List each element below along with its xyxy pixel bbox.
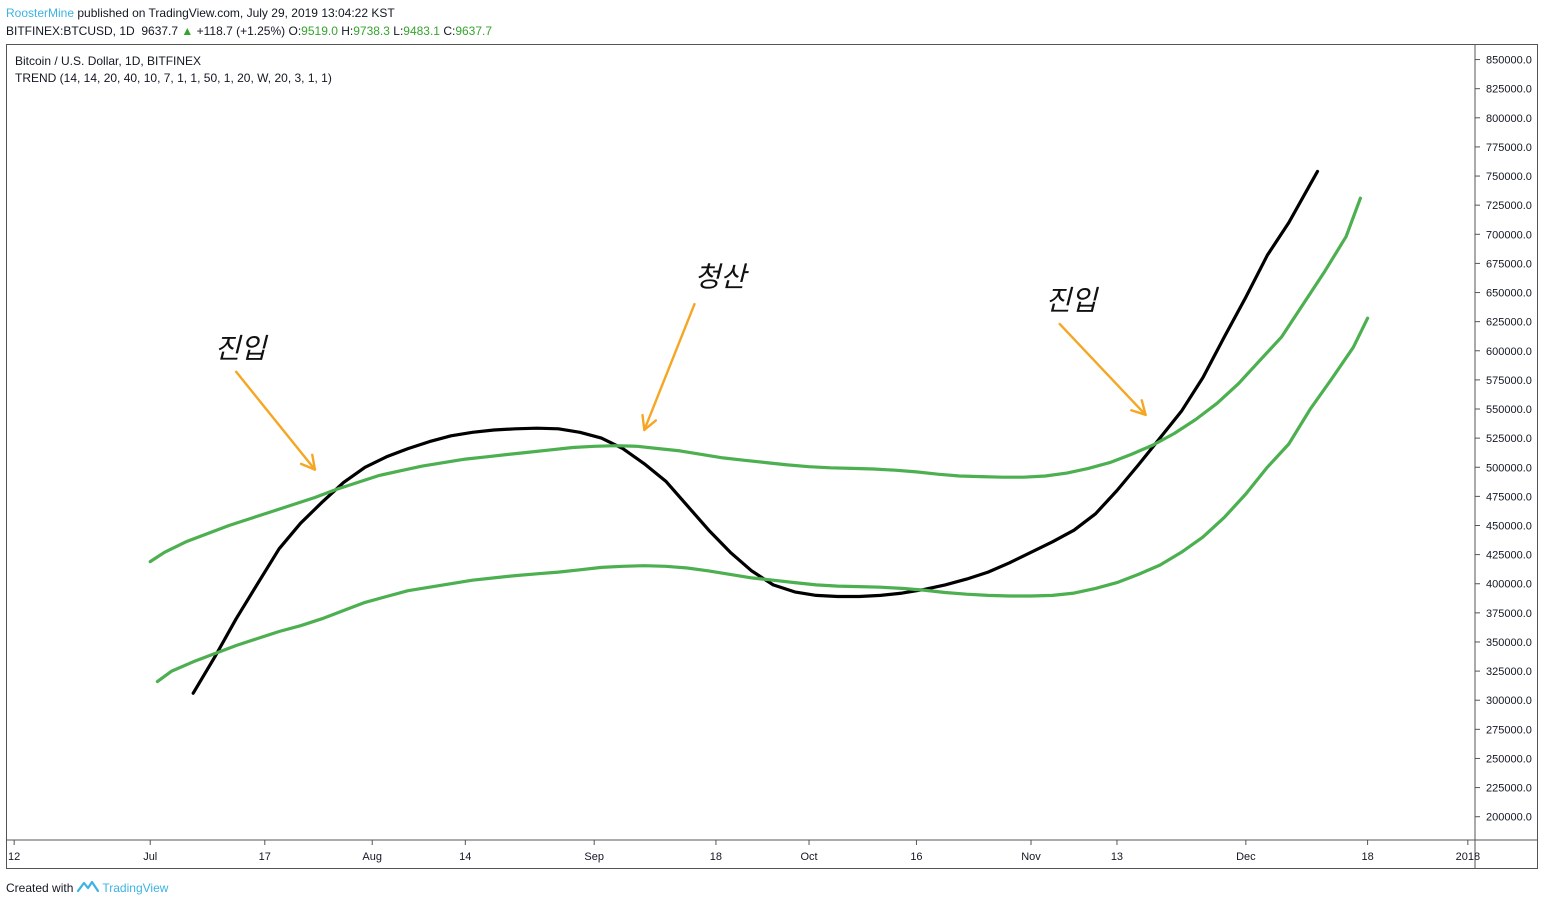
chart-frame	[6, 44, 1538, 869]
low-value: 9483.1	[403, 24, 440, 38]
x-tick-label: 16	[910, 851, 922, 863]
annotation-arrow	[234, 370, 317, 471]
y-tick-label: 275000.0	[1486, 724, 1532, 736]
y-tick-label: 825000.0	[1486, 84, 1532, 96]
x-tick-label: 18	[710, 851, 722, 863]
symbol-label: BITFINEX:BTCUSD, 1D	[6, 24, 135, 38]
x-tick-label: Oct	[800, 851, 817, 863]
x-tick-label: 14	[459, 851, 471, 863]
annotation-label: 청산	[694, 261, 749, 294]
x-tick-label: 13	[1111, 851, 1123, 863]
x-tick-label: Dec	[1236, 851, 1256, 863]
y-tick-label: 850000.0	[1486, 55, 1532, 67]
x-tick-label: Nov	[1021, 851, 1041, 863]
annotation-arrow	[643, 302, 696, 432]
annotation-label: 진입	[1045, 284, 1099, 317]
y-tick-label: 625000.0	[1486, 317, 1532, 329]
published-info: published on TradingView.com, July 29, 2…	[77, 6, 395, 20]
y-tick-label: 600000.0	[1486, 346, 1532, 358]
y-tick-label: 550000.0	[1486, 404, 1532, 416]
x-tick-label: 2018	[1456, 851, 1480, 863]
x-tick-label: 17	[259, 851, 271, 863]
y-tick-label: 325000.0	[1486, 666, 1532, 678]
open-label: O:	[288, 24, 302, 38]
up-arrow-icon: ▲	[181, 24, 194, 38]
y-tick-label: 675000.0	[1486, 258, 1532, 270]
y-tick-label: 300000.0	[1486, 695, 1532, 707]
y-tick-label: 500000.0	[1486, 462, 1532, 474]
tradingview-logo-icon	[77, 879, 100, 896]
y-tick-label: 250000.0	[1486, 753, 1532, 765]
indicator-label[interactable]: TREND (14, 14, 20, 40, 10, 7, 1, 1, 50, …	[15, 71, 332, 85]
publish-line: RoosterMine published on TradingView.com…	[6, 5, 492, 22]
y-tick-label: 700000.0	[1486, 229, 1532, 241]
y-tick-label: 425000.0	[1486, 550, 1532, 562]
y-tick-label: 350000.0	[1486, 637, 1532, 649]
y-tick-label: 575000.0	[1486, 375, 1532, 387]
tradingview-brand-link[interactable]: TradingView	[102, 880, 169, 895]
last-price: 9637.7	[141, 24, 179, 38]
x-tick-label: Aug	[362, 851, 382, 863]
x-tick-label: Jul	[143, 851, 157, 863]
high-label: H:	[341, 24, 354, 38]
y-tick-label: 775000.0	[1486, 142, 1532, 154]
price-change: +118.7 (+1.25%)	[196, 24, 286, 38]
y-tick-label: 750000.0	[1486, 171, 1532, 183]
annotation-arrow	[1058, 322, 1147, 417]
footer: Created with TradingView	[6, 879, 168, 896]
y-tick-label: 650000.0	[1486, 288, 1532, 300]
x-tick-label: 18	[1361, 851, 1373, 863]
y-tick-label: 200000.0	[1486, 812, 1532, 824]
annotation-arrowhead	[1130, 399, 1147, 417]
y-tick-label: 400000.0	[1486, 579, 1532, 591]
x-tick-label: Sep	[584, 851, 604, 863]
y-tick-label: 450000.0	[1486, 520, 1532, 532]
author-link[interactable]: RoosterMine	[6, 6, 75, 20]
close-label: C:	[443, 24, 456, 38]
price-series-line	[191, 169, 1320, 695]
y-tick-label: 375000.0	[1486, 608, 1532, 620]
high-value: 9738.3	[353, 24, 390, 38]
symbol-title: Bitcoin / U.S. Dollar, 1D, BITFINEX	[15, 54, 202, 68]
low-label: L:	[393, 24, 404, 38]
ohlc-line: BITFINEX:BTCUSD, 1D 9637.7 ▲ +118.7 (+1.…	[6, 23, 492, 40]
annotation-arrowhead	[299, 453, 317, 471]
x-tick-label: 12	[8, 851, 20, 863]
created-with-label: Created with	[6, 880, 74, 895]
trend-band-line	[155, 316, 1370, 684]
y-tick-label: 225000.0	[1486, 783, 1532, 795]
annotation-arrowhead	[641, 413, 658, 432]
axes-layer: 850000.0 825000.0 800000.0 775000.0 750000.0…	[7, 45, 1537, 868]
y-tick-label: 475000.0	[1486, 491, 1532, 503]
close-value: 9637.7	[455, 24, 493, 38]
chart-legend: Bitcoin / U.S. Dollar, 1D, BITFINEX TREN…	[15, 53, 332, 87]
open-value: 9519.0	[301, 24, 338, 38]
y-tick-label: 525000.0	[1486, 433, 1532, 445]
trend-band-line	[148, 196, 1362, 564]
y-tick-label: 725000.0	[1486, 200, 1532, 212]
y-tick-label: 800000.0	[1486, 113, 1532, 125]
series-layer	[148, 169, 1370, 695]
annotation-label: 진입	[215, 332, 269, 365]
publish-header: RoosterMine published on TradingView.com…	[6, 5, 492, 40]
